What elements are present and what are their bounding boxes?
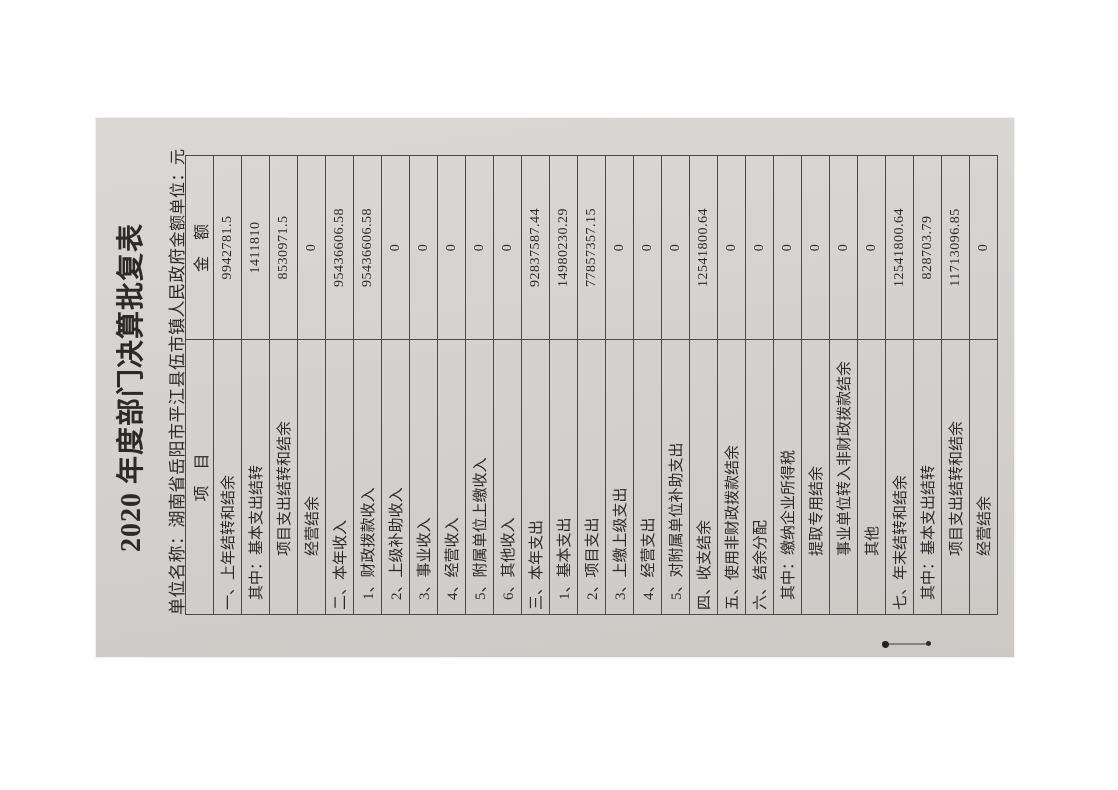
amount-cell: 0 [633, 155, 662, 340]
ink-mark-dot [882, 641, 889, 648]
table-row: 3、事业收入 0 [409, 155, 438, 615]
table-row: 提取专用结余 0 [801, 155, 830, 615]
item-cell: 五、使用非财政拨款结余 [717, 339, 746, 615]
table-row: 5、附属单位上缴收入 0 [465, 155, 494, 615]
amount-cell: 0 [829, 155, 858, 340]
amount-cell: 92837587.44 [521, 155, 550, 340]
item-cell: 5、对附属单位补助支出 [661, 339, 690, 615]
item-cell: 其中：基本支出结转 [241, 339, 270, 615]
item-cell: 2、上级补助收入 [381, 339, 410, 615]
amount-cell: 0 [717, 155, 746, 340]
ink-mark [882, 640, 932, 648]
amount-cell: 0 [297, 155, 326, 340]
table-header-row: 项 目 金 额 [185, 155, 214, 615]
item-cell: 项目支出结转和结余 [269, 339, 298, 615]
table-row: 五、使用非财政拨款结余 0 [717, 155, 746, 615]
amount-cell: 0 [661, 155, 690, 340]
table-body: 一、上年结转和结余 9942781.5 其中：基本支出结转 1411810 项目支出结转… [213, 155, 998, 615]
item-cell: 经营结余 [969, 339, 998, 615]
item-cell: 1、基本支出 [549, 339, 578, 615]
table-header-amount: 金 额 [185, 155, 214, 340]
amount-cell: 828703.79 [913, 155, 942, 340]
item-cell: 六、结余分配 [745, 339, 774, 615]
item-cell: 1、财政拨款收入 [353, 339, 382, 615]
table-row: 4、经营收入 0 [437, 155, 466, 615]
table-row: 其中：基本支出结转 1411810 [241, 155, 270, 615]
table-row: 三、本年支出 92837587.44 [521, 155, 550, 615]
item-cell: 2、项目支出 [577, 339, 606, 615]
table-row: 2、项目支出 77857357.15 [577, 155, 606, 615]
amount-cell: 12541800.64 [885, 155, 914, 340]
item-cell: 其中：基本支出结转 [913, 339, 942, 615]
table-row: 其中：基本支出结转 828703.79 [913, 155, 942, 615]
amount-cell: 0 [801, 155, 830, 340]
item-cell: 4、经营支出 [633, 339, 662, 615]
item-cell: 3、上缴上级支出 [605, 339, 634, 615]
amount-cell: 0 [857, 155, 886, 340]
document-title: 2020 年度部门决算批复表 [116, 223, 147, 553]
item-cell: 七、年末结转和结余 [885, 339, 914, 615]
table-row: 3、上缴上级支出 0 [605, 155, 634, 615]
table-row: 经营结余 0 [297, 155, 326, 615]
table-row: 七、年末结转和结余 12541800.64 [885, 155, 914, 615]
table-row: 2、上级补助收入 0 [381, 155, 410, 615]
amount-cell: 0 [381, 155, 410, 340]
item-cell: 其他 [857, 339, 886, 615]
amount-cell: 0 [745, 155, 774, 340]
item-cell: 事业单位转入非财政拨款结余 [829, 339, 858, 615]
item-cell: 二、本年收入 [325, 339, 354, 615]
table-row: 一、上年结转和结余 9942781.5 [213, 155, 242, 615]
table-row: 项目支出结转和结余 11713096.85 [941, 155, 970, 615]
amount-cell: 0 [465, 155, 494, 340]
table-row: 二、本年收入 95436606.58 [325, 155, 354, 615]
item-cell: 一、上年结转和结余 [213, 339, 242, 615]
amount-cell: 1411810 [241, 155, 270, 340]
amount-cell: 77857357.15 [577, 155, 606, 340]
table-row: 5、对附属单位补助支出 0 [661, 155, 690, 615]
item-cell: 项目支出结转和结余 [941, 339, 970, 615]
amount-cell: 9942781.5 [213, 155, 242, 340]
amount-cell: 0 [773, 155, 802, 340]
amount-cell: 0 [969, 155, 998, 340]
table-row: 六、结余分配 0 [745, 155, 774, 615]
item-cell: 提取专用结余 [801, 339, 830, 615]
table-row: 1、基本支出 14980230.29 [549, 155, 578, 615]
item-cell: 5、附属单位上缴收入 [465, 339, 494, 615]
table-row: 4、经营支出 0 [633, 155, 662, 615]
table-row: 其他 0 [857, 155, 886, 615]
table-row: 1、财政拨款收入 95436606.58 [353, 155, 382, 615]
item-cell: 4、经营收入 [437, 339, 466, 615]
amount-cell: 95436606.58 [325, 155, 354, 340]
table-row: 项目支出结转和结余 8530971.5 [269, 155, 298, 615]
table-row: 事业单位转入非财政拨款结余 0 [829, 155, 858, 615]
item-cell: 四、收支结余 [689, 339, 718, 615]
ink-mark-stroke [886, 643, 928, 645]
accounts-table: 项 目 金 额 一、上年结转和结余 9942781.5 其中：基本支出结转 14118… [185, 155, 998, 615]
table-row: 经营结余 0 [969, 155, 998, 615]
amount-cell: 0 [409, 155, 438, 340]
amount-cell: 11713096.85 [941, 155, 970, 340]
amount-cell: 12541800.64 [689, 155, 718, 340]
ink-mark-dot [926, 641, 931, 646]
table-header-item: 项 目 [185, 339, 214, 615]
document: 2020 年度部门决算批复表 单位名称：湖南省岳阳市平江县伍市镇人民政府 金额单… [96, 118, 1014, 657]
amount-cell: 14980230.29 [549, 155, 578, 340]
amount-cell: 0 [437, 155, 466, 340]
table-row: 其中：缴纳企业所得税 0 [773, 155, 802, 615]
item-cell: 6、其他收入 [493, 339, 522, 615]
item-cell: 经营结余 [297, 339, 326, 615]
amount-cell: 95436606.58 [353, 155, 382, 340]
amount-cell: 0 [493, 155, 522, 340]
table-row: 6、其他收入 0 [493, 155, 522, 615]
item-cell: 其中：缴纳企业所得税 [773, 339, 802, 615]
item-cell: 三、本年支出 [521, 339, 550, 615]
item-cell: 3、事业收入 [409, 339, 438, 615]
amount-cell: 8530971.5 [269, 155, 298, 340]
table-row: 四、收支结余 12541800.64 [689, 155, 718, 615]
amount-cell: 0 [605, 155, 634, 340]
paper-photo: 2020 年度部门决算批复表 单位名称：湖南省岳阳市平江县伍市镇人民政府 金额单… [96, 118, 1014, 657]
